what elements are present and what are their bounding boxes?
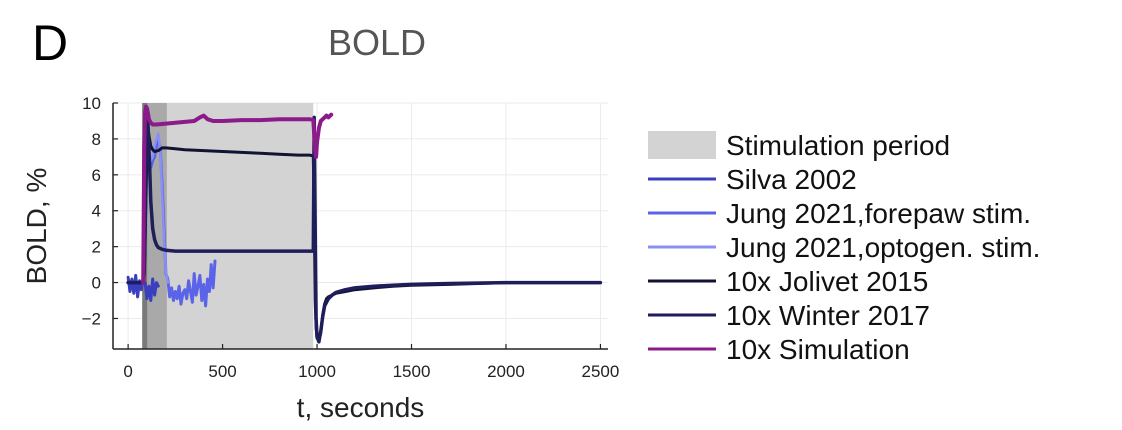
series-line-5 bbox=[141, 104, 334, 285]
y-tick-label: 6 bbox=[92, 166, 101, 185]
panel-label: D bbox=[32, 15, 69, 71]
legend-label-3: 10x Jolivet 2015 bbox=[726, 266, 928, 297]
series-line-4 bbox=[126, 113, 603, 344]
x-tick-label: 2500 bbox=[582, 362, 620, 381]
y-tick-label: −2 bbox=[82, 309, 101, 328]
stimulation-period-band bbox=[144, 103, 314, 349]
legend-label-1: Jung 2021,forepaw stim. bbox=[726, 198, 1031, 229]
stimulation-band bbox=[142, 103, 314, 349]
legend-label-5: 10x Simulation bbox=[726, 334, 910, 365]
legend-label-2: Jung 2021,optogen. stim. bbox=[726, 232, 1040, 263]
series-lines bbox=[126, 104, 603, 344]
y-axis-label: BOLD, % bbox=[21, 168, 52, 285]
y-tick-label: 4 bbox=[92, 202, 101, 221]
series-line-1 bbox=[141, 119, 217, 308]
chart-title: BOLD bbox=[328, 22, 427, 63]
x-tick-label: 1500 bbox=[393, 362, 431, 381]
x-tick-label: 2000 bbox=[487, 362, 525, 381]
y-tick-label: 8 bbox=[92, 130, 101, 149]
legend-swatch-stimulation bbox=[648, 131, 716, 159]
axes bbox=[112, 102, 608, 350]
y-tick-label: 0 bbox=[92, 274, 101, 293]
tick-labels: 0 500 1000 1500 2000 2500 −2 0 2 4 6 8 10 bbox=[82, 94, 620, 381]
x-tick-label: 500 bbox=[208, 362, 236, 381]
x-axis-label: t, seconds bbox=[297, 392, 425, 423]
legend-label-4: 10x Winter 2017 bbox=[726, 300, 930, 331]
legend-label-stimulation: Stimulation period bbox=[726, 130, 950, 161]
x-tick-label: 0 bbox=[123, 362, 132, 381]
y-tick-label: 10 bbox=[82, 94, 101, 113]
legend-label-0: Silva 2002 bbox=[726, 164, 857, 195]
y-tick-label: 2 bbox=[92, 238, 101, 257]
x-tick-label: 1000 bbox=[298, 362, 336, 381]
